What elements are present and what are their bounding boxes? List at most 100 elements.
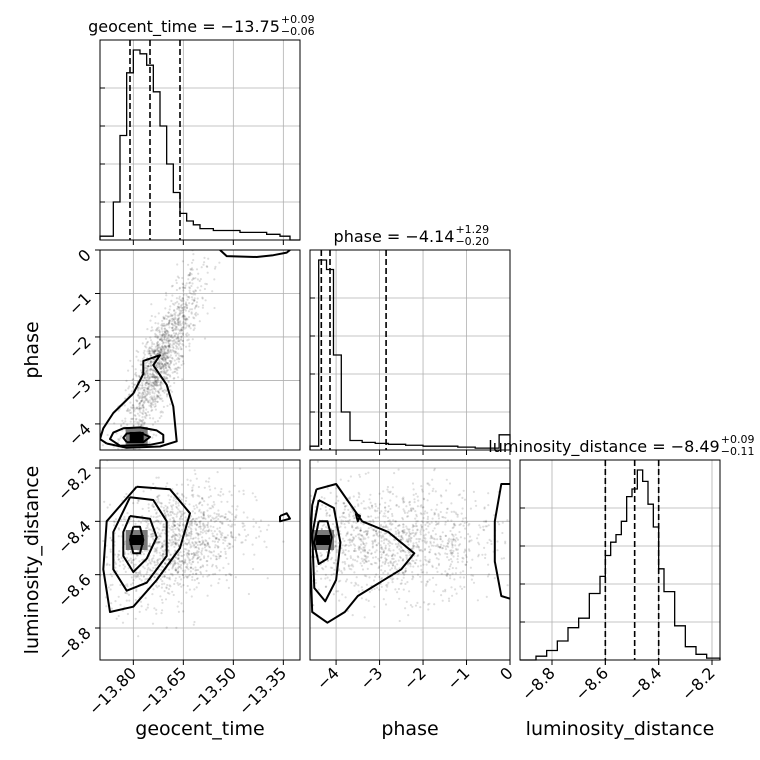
sample-point [376, 509, 379, 512]
sample-point [164, 331, 167, 334]
sample-point [182, 362, 185, 365]
sample-point [157, 326, 160, 329]
sample-point [188, 302, 191, 305]
sample-point [174, 370, 177, 373]
sample-point [496, 521, 500, 524]
sample-point [122, 563, 125, 566]
sample-point [191, 518, 194, 521]
sample-point [329, 558, 333, 561]
sample-point [183, 306, 186, 309]
sample-point [161, 358, 165, 361]
sample-point [374, 530, 377, 533]
sample-point [383, 570, 387, 573]
sample-point [154, 315, 157, 318]
sample-point [406, 554, 409, 557]
sample-point [421, 490, 424, 493]
sample-point [111, 583, 114, 586]
sample-point [153, 351, 156, 354]
contour-1-4 [279, 512, 291, 523]
sample-point [179, 332, 182, 335]
sample-point [174, 341, 177, 344]
sample-point [191, 561, 194, 564]
sample-point [141, 396, 144, 399]
sample-point [142, 574, 146, 578]
sample-point [412, 559, 415, 563]
sample-point [164, 371, 168, 374]
sample-point [259, 499, 261, 501]
sample-point [130, 561, 133, 564]
sample-point [148, 350, 151, 353]
sample-point [484, 525, 487, 528]
sample-point [154, 332, 157, 335]
sample-point [416, 601, 419, 605]
sample-point [175, 279, 178, 282]
sample-point [429, 537, 432, 540]
sample-point [140, 423, 143, 427]
sample-point [190, 261, 194, 264]
sample-point [197, 582, 200, 585]
sample-point [344, 596, 347, 599]
sample-point [436, 538, 439, 541]
sample-point [164, 353, 167, 356]
sample-point [180, 560, 183, 563]
sample-point [476, 537, 479, 540]
sample-point [156, 346, 159, 349]
sample-point [175, 362, 178, 365]
sample-point [160, 565, 163, 568]
sample-point [117, 595, 120, 598]
sample-point [163, 327, 167, 330]
sample-point [172, 319, 175, 322]
sample-point [188, 561, 191, 564]
sample-point [155, 384, 158, 387]
sample-point [210, 529, 213, 532]
xlabel-geocent_time: geocent_time [135, 718, 264, 740]
sample-point [455, 592, 458, 595]
sample-point [524, 560, 526, 562]
sample-point [416, 545, 419, 548]
sample-point [256, 530, 258, 532]
sample-point [156, 352, 159, 356]
sample-point [221, 515, 224, 518]
sample-point [302, 514, 304, 516]
sample-point [197, 272, 200, 275]
sample-point [170, 495, 173, 498]
sample-point [149, 376, 152, 379]
sample-point [174, 327, 177, 330]
sample-point [462, 517, 465, 520]
sample-point [186, 554, 189, 557]
sample-point [215, 555, 218, 558]
sample-point [384, 509, 387, 512]
sample-point [125, 599, 128, 602]
sample-point [204, 517, 207, 521]
sample-point [178, 510, 181, 513]
sample-point [172, 563, 175, 566]
sample-point [157, 344, 160, 347]
sample-point [206, 523, 209, 527]
sample-point [139, 369, 143, 372]
sample-point [209, 525, 212, 528]
sample-point [335, 487, 338, 490]
sample-point [199, 533, 202, 536]
sample-point [203, 256, 206, 259]
sample-point [379, 550, 382, 554]
sample-point [151, 381, 155, 384]
sample-point [169, 313, 172, 316]
sample-point [156, 515, 159, 518]
sample-point [148, 382, 151, 385]
sample-point [167, 513, 170, 516]
sample-point [487, 524, 490, 527]
sample-point [422, 529, 425, 532]
sample-point [149, 368, 152, 371]
xlabel-phase: phase [381, 718, 438, 740]
sample-point [196, 543, 199, 547]
sample-point [382, 551, 385, 554]
sample-point [150, 381, 153, 384]
sample-point [185, 534, 188, 537]
sample-point [147, 352, 150, 355]
sample-point [225, 451, 227, 453]
sample-point [463, 498, 467, 501]
sample-point [423, 498, 426, 501]
sample-point [421, 550, 424, 553]
sample-point [338, 599, 341, 602]
sample-point [412, 544, 415, 547]
